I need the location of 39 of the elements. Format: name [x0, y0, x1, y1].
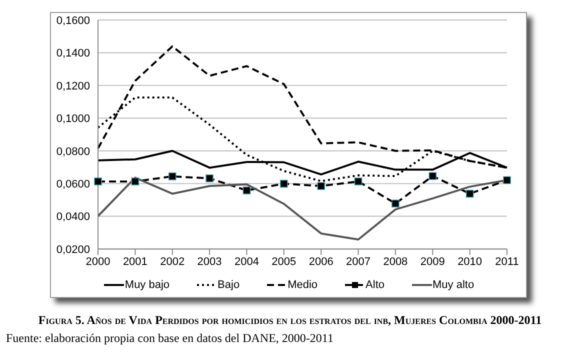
point	[131, 178, 140, 186]
point	[503, 176, 511, 184]
point	[317, 182, 325, 190]
y-tick-label: 0,0200	[56, 244, 90, 256]
legend-label: Bajo	[218, 279, 240, 291]
y-tick-label: 0,1200	[56, 80, 90, 92]
legend-label: Medio	[288, 279, 318, 291]
x-tick-label: 2003	[197, 256, 222, 268]
x-tick-label: 2004	[234, 256, 259, 268]
point	[206, 174, 214, 182]
y-tick-label: 0,0800	[56, 146, 90, 158]
x-tick-label: 2007	[346, 256, 371, 268]
source-note: Fuente: elaboración propia con base en datos del DANE, 2000-2011	[6, 331, 334, 346]
point	[392, 200, 400, 208]
y-tick-label: 0,0400	[56, 211, 90, 224]
legend-label: Muy alto	[432, 279, 474, 291]
x-tick-label: 2005	[272, 256, 296, 268]
y-tick-label: 0,1600	[56, 14, 90, 27]
legend-label: Muy bajo	[124, 279, 170, 291]
legend-label: Alto	[366, 279, 385, 291]
text: Figura 5. Años de Vida Perdidos por homicidios en los estratos del inb, Mujeres Colombia 2000-2011	[37, 313, 543, 328]
x-tick-label: 2008	[383, 256, 408, 268]
point	[280, 180, 288, 188]
point	[242, 186, 251, 194]
x-tick-label: 2001	[122, 256, 148, 268]
x-tick-label: 2010	[458, 256, 482, 268]
point	[428, 172, 437, 180]
x-tick-label: 2011	[495, 256, 519, 268]
y-tick-label: 0,1000	[56, 113, 90, 126]
x-tick-label: 2000	[86, 256, 110, 268]
point	[354, 178, 362, 186]
point	[94, 178, 102, 186]
x-tick-label: 2006	[308, 256, 334, 268]
x-tick-label: 2002	[160, 256, 185, 268]
x-tick-label: 2009	[420, 256, 445, 268]
point	[466, 190, 474, 198]
y-tick-label: 0,0600	[56, 178, 90, 190]
point	[168, 172, 176, 180]
y-tick-label: 0,1400	[56, 48, 90, 60]
